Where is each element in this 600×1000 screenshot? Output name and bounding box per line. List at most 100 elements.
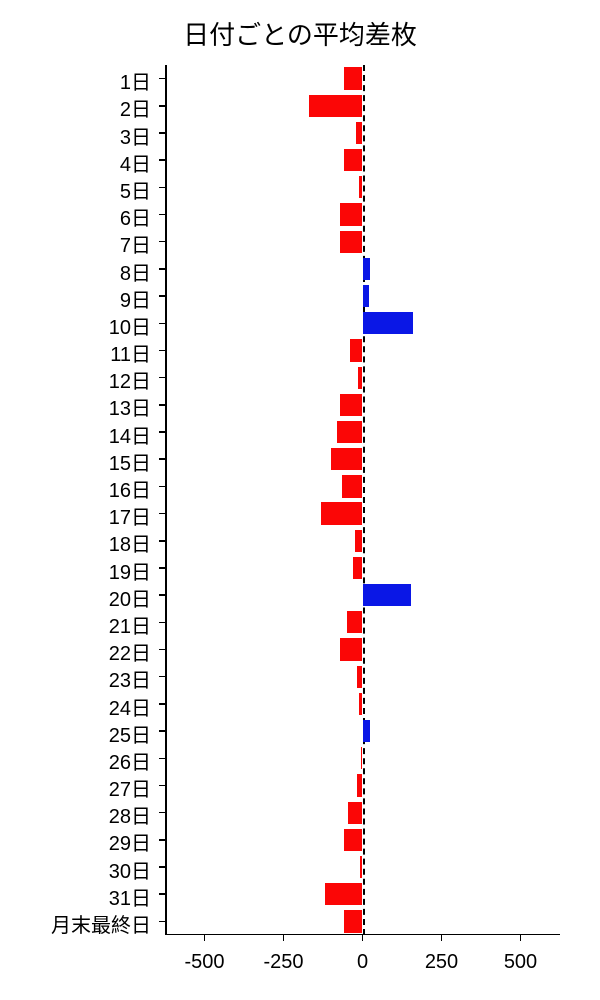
y-tick — [159, 676, 165, 678]
y-tick — [159, 730, 165, 732]
y-tick — [159, 622, 165, 624]
y-tick — [159, 241, 165, 243]
bar — [357, 774, 363, 796]
bar — [359, 176, 362, 198]
y-tick-label: 28日 — [109, 800, 151, 829]
zero-reference-line — [363, 65, 365, 935]
bar — [360, 856, 363, 878]
y-tick — [159, 268, 165, 270]
y-tick — [159, 431, 165, 433]
y-tick — [159, 540, 165, 542]
plot-area: 1日2日3日4日5日6日7日8日9日10日11日12日13日14日15日16日1… — [165, 65, 560, 935]
x-tick — [520, 935, 522, 941]
y-tick-label: 12日 — [109, 365, 151, 394]
x-tick — [441, 935, 443, 941]
bar — [363, 258, 371, 280]
bar — [331, 448, 363, 470]
y-tick — [159, 486, 165, 488]
y-tick-label: 30日 — [109, 855, 151, 884]
y-tick — [159, 458, 165, 460]
y-tick — [159, 187, 165, 189]
y-tick — [159, 866, 165, 868]
y-tick-label: 23日 — [109, 664, 151, 693]
y-tick — [159, 78, 165, 80]
y-tick-label: 11日 — [110, 338, 151, 367]
y-tick — [159, 214, 165, 216]
y-tick-label: 22日 — [109, 637, 151, 666]
y-tick — [159, 513, 165, 515]
bar — [363, 720, 371, 742]
y-tick-label: 13日 — [109, 392, 151, 421]
x-tick-label: 500 — [504, 951, 537, 974]
x-tick — [362, 935, 364, 941]
y-tick-label: 24日 — [109, 692, 151, 721]
y-tick-label: 16日 — [109, 474, 151, 503]
bar — [340, 638, 362, 660]
y-tick-label: 4日 — [120, 148, 151, 177]
y-tick — [159, 893, 165, 895]
x-tick — [204, 935, 206, 941]
y-tick-label: 15日 — [109, 447, 151, 476]
y-tick-label: 25日 — [109, 719, 151, 748]
bar — [357, 666, 363, 688]
bar — [309, 95, 363, 117]
bar — [340, 231, 362, 253]
y-tick-label: 6日 — [120, 202, 151, 231]
bar — [347, 611, 363, 633]
bar — [340, 394, 362, 416]
y-tick — [159, 377, 165, 379]
y-tick — [159, 132, 165, 134]
bar — [358, 367, 363, 389]
y-tick — [159, 159, 165, 161]
y-tick — [159, 105, 165, 107]
y-tick-label: 29日 — [109, 827, 151, 856]
y-tick-label: 31日 — [109, 882, 151, 911]
y-tick-label: 19日 — [109, 556, 151, 585]
bar — [353, 557, 362, 579]
y-tick-label: 9日 — [120, 284, 151, 313]
y-tick — [159, 703, 165, 705]
y-tick-label: 10日 — [109, 311, 151, 340]
y-tick — [159, 649, 165, 651]
y-tick-label: 14日 — [109, 420, 151, 449]
bar — [344, 910, 363, 932]
bar — [344, 67, 363, 89]
y-tick-label: 27日 — [109, 773, 151, 802]
bar — [348, 802, 362, 824]
y-tick-label: 21日 — [109, 610, 151, 639]
y-tick — [159, 839, 165, 841]
bar — [355, 530, 363, 552]
y-tick — [159, 350, 165, 352]
bar — [340, 203, 362, 225]
y-tick-label: 26日 — [109, 746, 151, 775]
bar — [325, 883, 363, 905]
y-tick-label: 8日 — [120, 257, 151, 286]
bar — [344, 149, 363, 171]
bar — [363, 285, 369, 307]
y-tick-label: 月末最終日 — [51, 909, 151, 938]
bar — [363, 584, 412, 606]
x-tick-label: -250 — [263, 951, 303, 974]
y-tick-label: 3日 — [120, 121, 151, 150]
y-tick — [159, 404, 165, 406]
y-tick-label: 5日 — [120, 175, 151, 204]
x-tick-label: -500 — [184, 951, 224, 974]
bar — [344, 829, 363, 851]
y-tick-label: 20日 — [109, 583, 151, 612]
y-tick-label: 1日 — [120, 66, 151, 95]
y-tick — [159, 594, 165, 596]
x-tick-label: 0 — [357, 951, 368, 974]
x-tick-label: 250 — [425, 951, 458, 974]
bar — [359, 693, 363, 715]
y-tick-label: 2日 — [120, 93, 151, 122]
chart-container: 日付ごとの平均差枚 1日2日3日4日5日6日7日8日9日10日11日12日13日… — [0, 0, 600, 1000]
y-tick — [159, 567, 165, 569]
y-tick-label: 7日 — [120, 229, 151, 258]
bar — [361, 747, 363, 769]
bar — [363, 312, 414, 334]
y-tick-label: 17日 — [109, 501, 151, 530]
y-tick-label: 18日 — [109, 528, 151, 557]
y-tick — [159, 812, 165, 814]
x-tick — [283, 935, 285, 941]
bar — [342, 475, 363, 497]
